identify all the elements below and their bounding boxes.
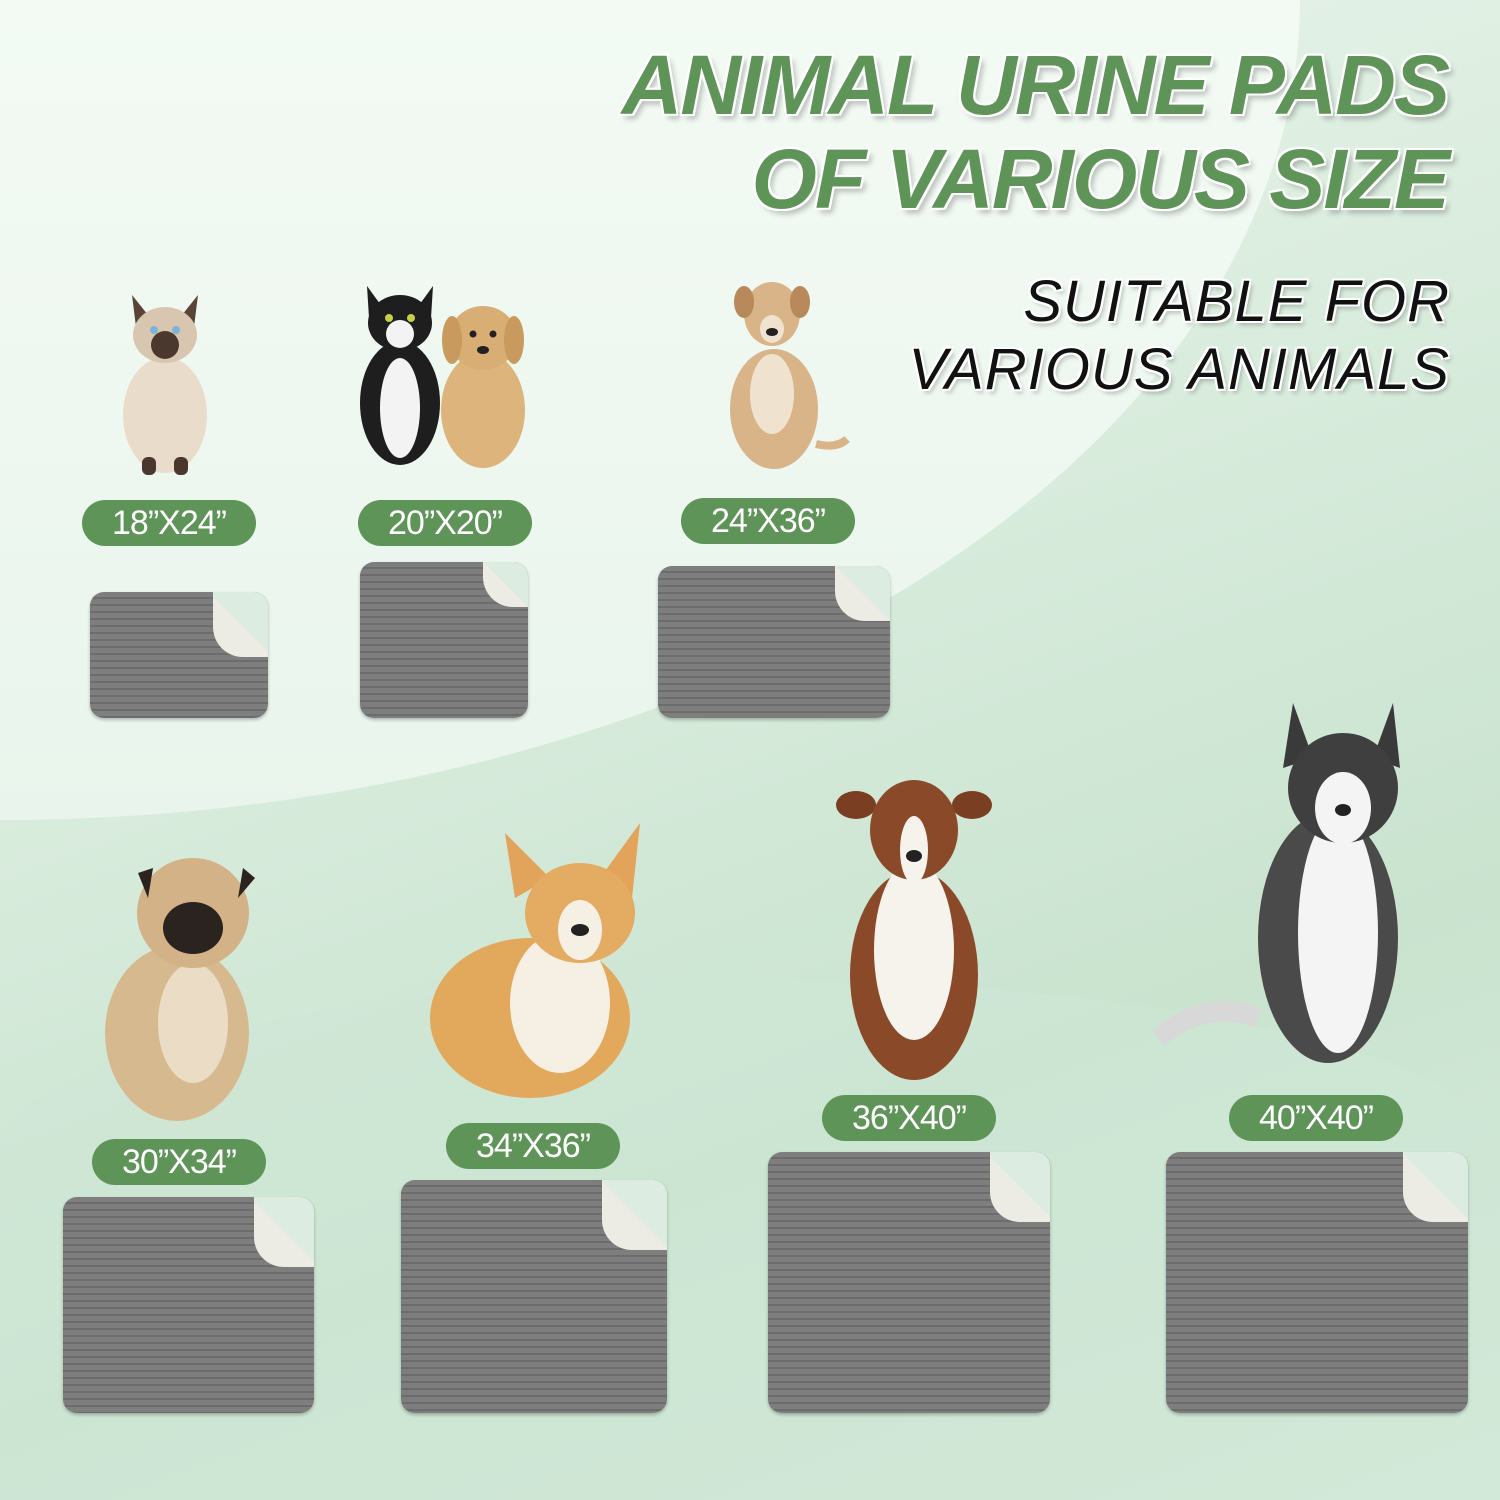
pad-30x34 [63, 1197, 314, 1413]
size-label-18x24: 18”X24” [82, 500, 256, 546]
size-label-40x40: 40”X40” [1229, 1095, 1403, 1141]
headline: ANIMAL URINE PADS OF VARIOUS SIZE [621, 38, 1450, 226]
size-label-34x36: 34”X36” [446, 1123, 620, 1169]
australian-shepherd-image [836, 780, 992, 1080]
corgi-image [430, 823, 640, 1098]
pad-curl [835, 566, 890, 621]
size-label-20x20: 20”X20” [358, 500, 532, 546]
pad-curl [254, 1197, 314, 1267]
size-label-30x34: 30”X34” [92, 1139, 266, 1185]
siamese-cat-image [123, 295, 207, 475]
pad-20x20 [360, 562, 528, 718]
pad-24x36 [658, 566, 890, 718]
size-label-36x40: 36”X40” [822, 1095, 996, 1141]
pad-curl [990, 1152, 1050, 1222]
husky-image [1151, 703, 1400, 1063]
tan-dog-image [730, 282, 850, 469]
pad-curl [1403, 1152, 1468, 1222]
pug-image [105, 858, 255, 1121]
pad-18x24 [90, 592, 268, 718]
pad-curl [602, 1180, 667, 1250]
cat-and-puppy-image [360, 286, 525, 468]
subheadline-line-1: SUITABLE FOR [1023, 269, 1450, 334]
pad-40x40 [1166, 1152, 1468, 1413]
size-label-24x36: 24”X36” [681, 498, 855, 544]
subheadline: SUITABLE FOR VARIOUS ANIMALS [909, 268, 1450, 404]
headline-line-1: ANIMAL URINE PADS [621, 38, 1450, 132]
pad-36x40 [768, 1152, 1050, 1413]
pad-34x36 [401, 1180, 667, 1413]
subheadline-line-2: VARIOUS ANIMALS [908, 337, 1450, 402]
pad-curl [483, 562, 528, 607]
headline-line-2: OF VARIOUS SIZE [751, 132, 1450, 226]
pad-curl [213, 592, 268, 657]
